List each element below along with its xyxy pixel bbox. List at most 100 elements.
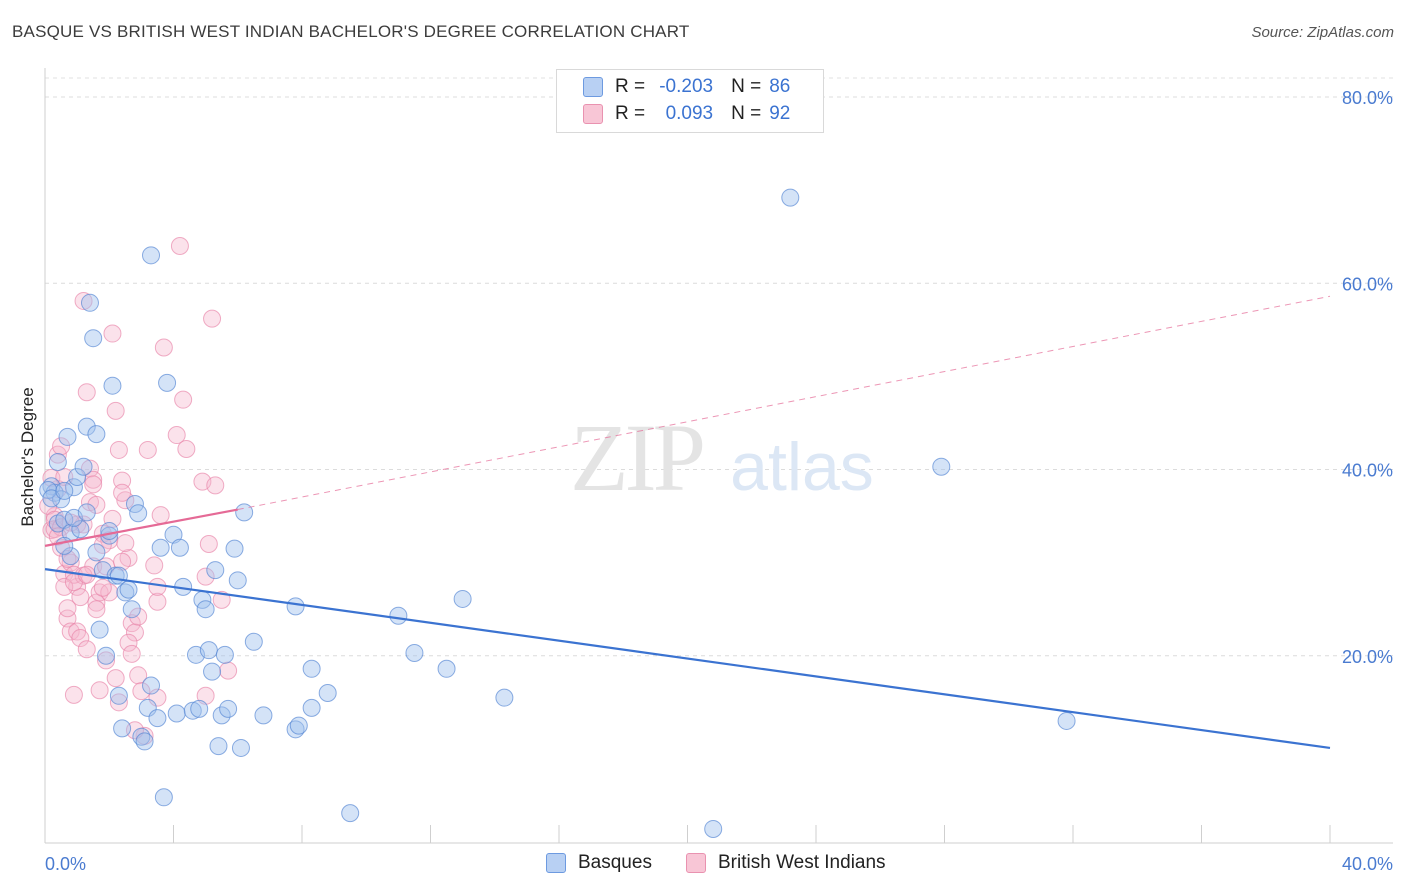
basques-point [225, 539, 244, 558]
legend-item-british-west-indians[interactable]: British West Indians [686, 852, 886, 874]
british-west-indians-point [177, 440, 196, 459]
basques-point [231, 738, 250, 757]
legend-item-basques[interactable]: Basques [546, 852, 652, 874]
basques-point [64, 478, 83, 497]
british-west-indians-point [125, 623, 144, 642]
basques-point [55, 536, 74, 555]
british-west-indians-point [64, 685, 83, 704]
tick-labels: 20.0% 40.0% 60.0% 80.0% 0.0% 40.0% [45, 88, 1393, 874]
basques-point [142, 246, 161, 265]
basques-point [212, 706, 231, 725]
legend-n-value: 86 [769, 76, 791, 97]
british-west-indians-point [74, 291, 93, 310]
basques-point [129, 504, 148, 523]
x-tick-label: 40.0% [1342, 854, 1393, 874]
basques-point [206, 561, 225, 580]
british-west-indians-point [106, 669, 125, 688]
british-west-indians-point [116, 534, 135, 553]
british-west-indians-point [174, 390, 193, 409]
basques-point [215, 645, 234, 664]
british-west-indians-point [167, 426, 186, 445]
data-points [39, 188, 1076, 838]
x-tick-label: 0.0% [45, 854, 86, 874]
british-west-indians-point [90, 681, 109, 700]
watermark-zip: ZIP [570, 404, 703, 511]
correlation-legend: R = -0.203 N = 86 R = 0.093 N = 92 [556, 69, 824, 133]
basques-point [135, 732, 154, 751]
british-west-indians-point [212, 590, 231, 609]
basques-point [71, 520, 90, 539]
basques-point [1057, 711, 1076, 730]
british-west-indians-point [170, 237, 189, 255]
legend-r-label: R = [615, 76, 646, 97]
axes [44, 68, 1393, 844]
british-west-indians-point [129, 607, 148, 626]
british-west-indians-point [138, 440, 157, 459]
basques-point [453, 589, 472, 608]
basques-point [125, 494, 144, 513]
british-west-indians-point [71, 629, 90, 648]
british-west-indians-point [122, 644, 141, 663]
gridlines [45, 77, 1393, 657]
basques-point [122, 600, 141, 619]
basques-point [199, 641, 218, 660]
legend-swatch-blue [583, 77, 603, 97]
basques-point [87, 425, 106, 444]
legend-r-label: R = [615, 103, 646, 124]
british-west-indians-trend-line [44, 508, 238, 547]
british-west-indians-point [109, 693, 128, 712]
basques-point [48, 453, 67, 472]
basques-point [167, 704, 186, 723]
british-west-indians-point [199, 535, 218, 553]
basques-point [196, 600, 215, 619]
basques-point [77, 417, 96, 436]
legend-n-label: N = [731, 103, 762, 124]
british-west-indians-point [151, 506, 170, 525]
basques-point [170, 538, 189, 557]
british-west-indians-point [206, 476, 225, 495]
basques-point [254, 706, 273, 725]
british-west-indians-point [97, 651, 116, 670]
british-west-indians-point [61, 622, 80, 641]
basques-point [495, 688, 514, 707]
basques-point [302, 698, 321, 717]
british-west-indians-point [119, 633, 138, 652]
british-west-indians-point [154, 338, 173, 357]
basques-point [228, 571, 247, 590]
basques-point [97, 646, 116, 665]
basques-point [109, 686, 128, 705]
legend-swatch-pink [583, 104, 603, 124]
british-west-indians-point [80, 459, 99, 478]
british-west-indians-point [219, 661, 238, 680]
basques-point [103, 376, 122, 395]
british-west-indians-point [145, 556, 164, 575]
y-tick-label: 80.0% [1342, 88, 1393, 108]
basques-point [68, 467, 87, 486]
british-west-indians-point [71, 588, 90, 607]
basques-point [209, 737, 228, 756]
basques-point [74, 457, 93, 476]
british-west-indians-point [87, 593, 106, 612]
british-west-indians-point [106, 401, 125, 420]
legend-swatch-pink [686, 853, 706, 873]
british-west-indians-point [148, 592, 167, 611]
british-west-indians-point [132, 682, 151, 701]
basques-point [244, 632, 263, 651]
basques-point [318, 684, 337, 702]
basques-point [164, 525, 183, 544]
british-west-indians-point [103, 324, 122, 343]
basques-point [55, 481, 74, 500]
basques-point [109, 566, 128, 585]
legend-n-label: N = [731, 76, 762, 97]
source-label: Source: ZipAtlas.com [1251, 24, 1394, 41]
basques-point [341, 804, 360, 823]
basques-point [116, 583, 135, 602]
basques-point [151, 538, 170, 557]
basques-point [183, 701, 202, 720]
british-west-indians-point [196, 567, 215, 586]
basques-point [80, 293, 99, 312]
british-west-indians-point [148, 577, 167, 596]
basques-point [437, 659, 456, 678]
basques-point [100, 521, 119, 540]
basques-point [781, 188, 800, 207]
